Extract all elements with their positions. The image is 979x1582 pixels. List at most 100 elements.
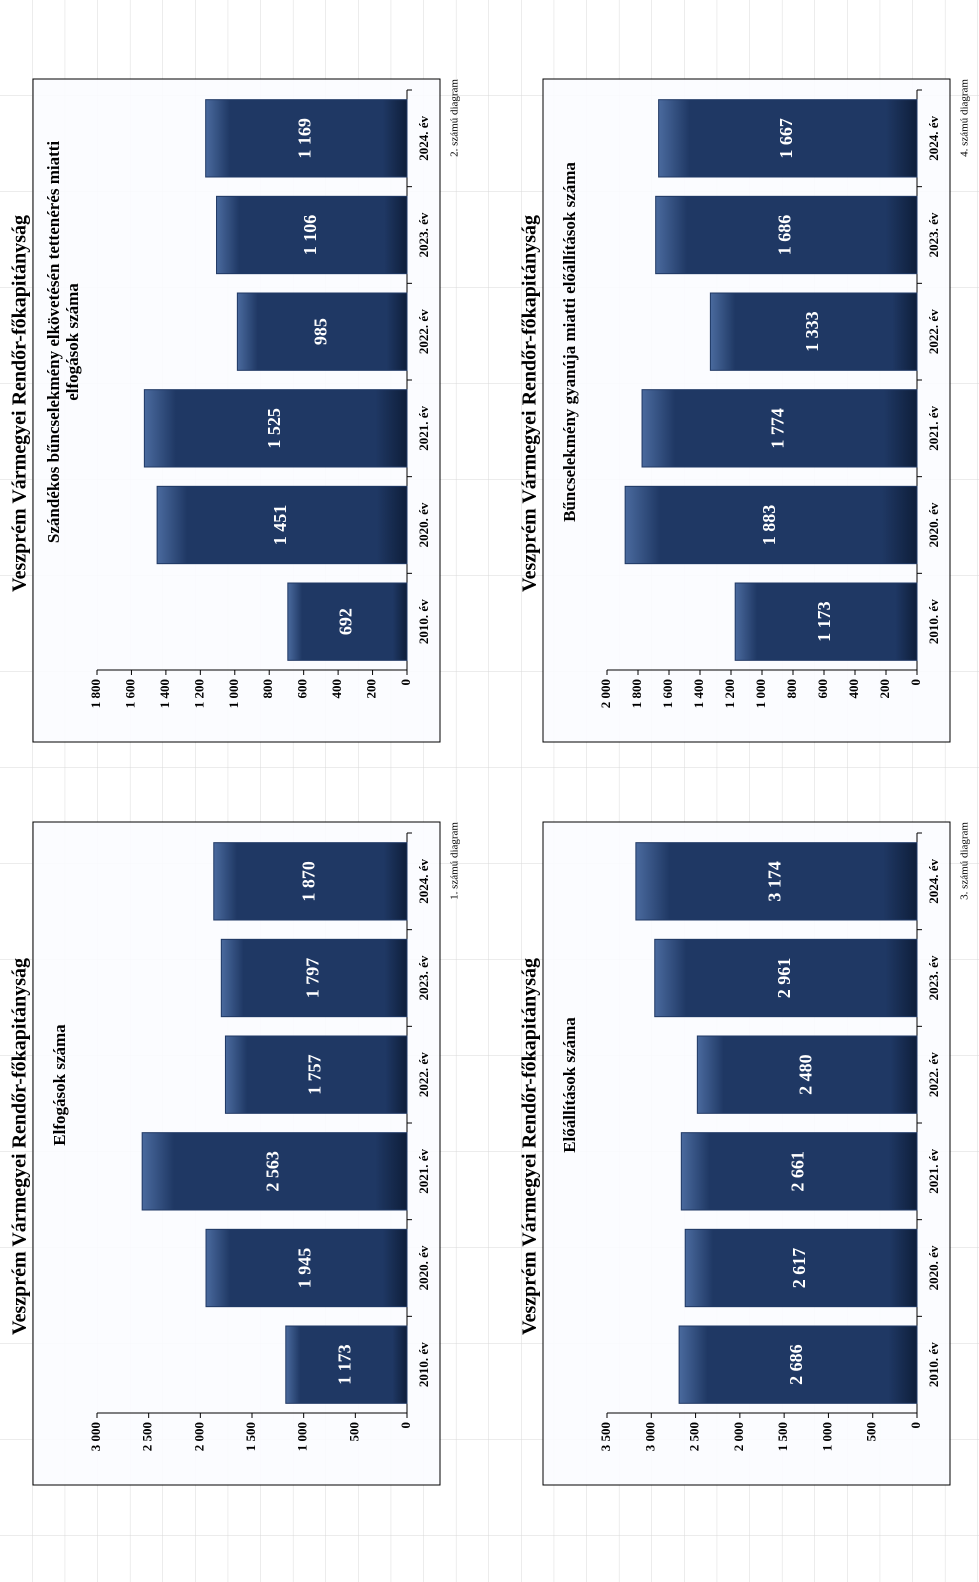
value-label: 2 617 [789,1248,809,1289]
y-tick-label: 2 500 [687,1422,702,1451]
x-tick-label: 2010. év [926,599,941,644]
x-tick-label: 2021. év [416,1148,431,1193]
x-tick-label: 2022. év [926,1052,941,1097]
bar [658,99,918,178]
value-label: 1 169 [294,118,314,159]
chart-subtitle: Szándékos bűncselekmény elkövetésén tett… [44,141,63,544]
bar [734,582,918,661]
diagram-note: 1. számú diagram [449,822,461,900]
x-tick-label: 2020. év [926,1245,941,1290]
value-label: 1 797 [302,958,322,999]
x-tick-label: 2024. év [926,115,941,160]
y-tick-label: 500 [346,1422,361,1442]
y-tick-label: 3 500 [598,1422,613,1451]
bar [709,292,918,371]
x-tick-label: 2020. év [926,502,941,547]
bar [696,1035,918,1114]
value-label: 2 480 [795,1054,815,1095]
value-label: 1 686 [774,215,794,256]
y-tick-label: 2 000 [598,679,613,708]
value-label: 985 [310,318,330,345]
x-tick-label: 2010. év [416,599,431,644]
x-tick-label: 2023. év [416,955,431,1000]
chart: Veszprém Vármegyei Rendőr-főkapitányság B… [519,78,971,743]
chart-title: Veszprém Vármegyei Rendőr-főkapitányság [519,215,541,592]
y-tick-label: 1 000 [819,1422,834,1451]
y-tick-label: 1 800 [629,679,644,708]
bar [236,292,408,371]
y-tick-label: 800 [784,679,799,699]
value-label: 1 173 [814,601,834,642]
y-tick-label: 400 [846,679,861,699]
y-tick-label: 3 000 [642,1422,657,1451]
x-tick-label: 2021. év [926,405,941,450]
y-tick-label: 600 [295,679,310,699]
x-tick-label: 2010. év [416,1342,431,1387]
y-tick-label: 2 000 [191,1422,206,1451]
bar [624,485,918,565]
value-label: 1 774 [768,408,788,449]
x-tick-label: 2022. év [416,309,431,354]
y-tick-label: 1 600 [122,679,137,708]
y-tick-label: 200 [364,679,379,699]
y-tick-label: 500 [864,1422,879,1442]
chart: Veszprém Vármegyei Rendőr-főkapitányság E… [519,821,971,1486]
x-tick-label: 2023. év [926,212,941,257]
y-tick-label: 600 [815,679,830,699]
value-label: 1 106 [300,215,320,256]
y-tick-label: 1 200 [722,679,737,708]
value-label: 1 945 [295,1248,315,1289]
bar [655,195,918,275]
chart-title: Veszprém Vármegyei Rendőr-főkapitányság [9,215,31,592]
bar [220,938,408,1018]
bar [205,99,408,178]
x-tick-label: 2023. év [926,955,941,1000]
value-label: 1 333 [802,311,822,352]
value-label: 1 757 [304,1054,324,1095]
value-label: 1 870 [299,861,319,902]
x-tick-label: 2021. év [416,405,431,450]
y-tick-label: 0 [908,1422,923,1429]
x-tick-label: 2020. év [416,502,431,547]
diagram-note: 3. számú diagram [959,822,971,900]
y-tick-label: 400 [329,679,344,699]
chart-subtitle: Bűncselekmény gyanúja miatti előállításo… [560,162,579,522]
y-tick-label: 1 200 [191,679,206,708]
x-tick-label: 2010. év [926,1342,941,1387]
rotated-sheet: Veszprém Vármegyei Rendőr-főkapitányság E… [9,78,971,1486]
bar [641,389,918,468]
bar [156,485,408,565]
y-tick-label: 1 500 [243,1422,258,1451]
bar [654,938,918,1018]
bar [216,195,408,275]
bar [224,1035,408,1114]
bar [285,1325,408,1404]
chart-subtitle: Előállítások száma [560,1017,579,1153]
x-tick-label: 2024. év [416,858,431,903]
bar [205,1228,408,1308]
value-label: 692 [336,608,356,635]
bar [680,1132,918,1211]
chart-subtitle: Elfogások száma [50,1024,69,1146]
y-tick-label: 0 [398,1422,413,1429]
y-tick-label: 1 500 [775,1422,790,1451]
y-tick-label: 2 000 [731,1422,746,1451]
y-tick-label: 800 [260,679,275,699]
x-tick-label: 2023. év [416,212,431,257]
bar [678,1325,918,1404]
bar [635,842,918,921]
chart-title: Veszprém Vármegyei Rendőr-főkapitányság [9,958,31,1335]
value-label: 3 174 [765,861,785,902]
value-label: 1 173 [335,1344,355,1385]
value-label: 2 563 [263,1151,283,1192]
y-tick-label: 1 000 [295,1422,310,1451]
value-label: 2 661 [787,1151,807,1192]
bar [143,389,408,468]
chart: Veszprém Vármegyei Rendőr-főkapitányság S… [9,78,461,743]
diagram-note: 4. számú diagram [959,79,971,157]
x-tick-label: 2022. év [926,309,941,354]
diagram-note: 2. számú diagram [449,79,461,157]
y-tick-label: 200 [877,679,892,699]
bar [684,1228,918,1308]
